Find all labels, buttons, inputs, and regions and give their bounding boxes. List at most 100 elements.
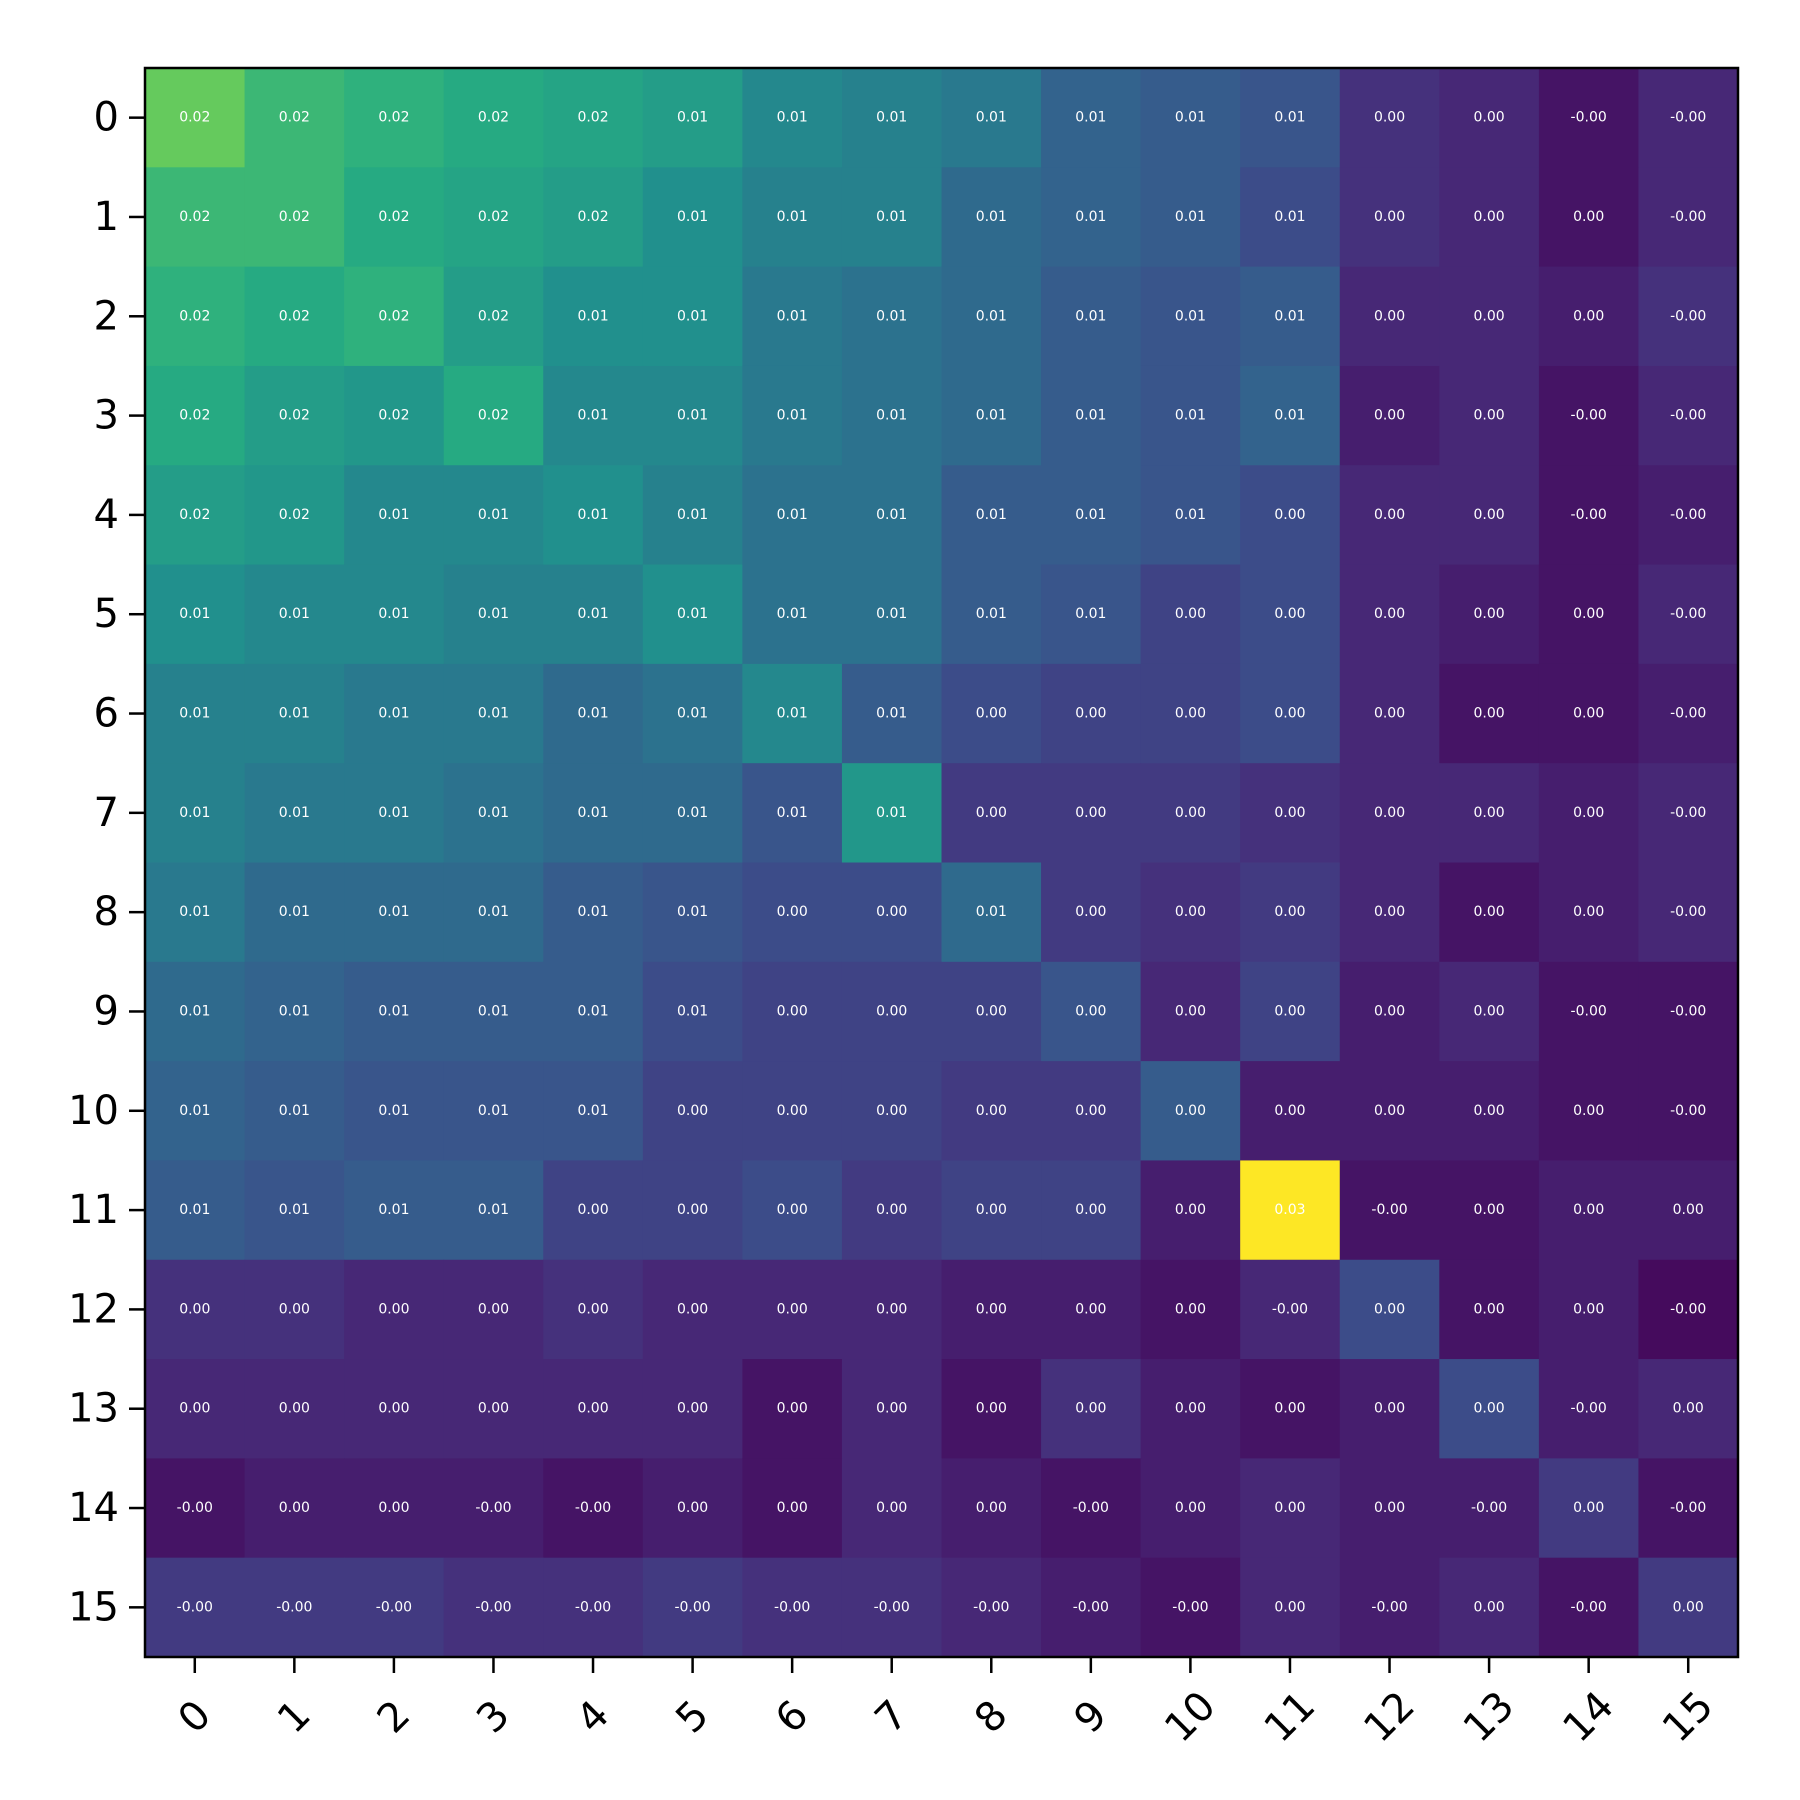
heatmap-cell-r9-c2 [344, 961, 445, 1062]
cell-value-label: 0.01 [1175, 110, 1206, 126]
cell-value-label: 0.00 [1274, 1599, 1305, 1615]
x-tick-label: 5 [667, 1692, 718, 1743]
cell-value-label: 0.00 [1573, 606, 1604, 622]
cell-value-label: 0.00 [976, 1401, 1007, 1417]
x-tick-label: 8 [966, 1692, 1017, 1743]
y-tick-label: 1 [94, 194, 119, 240]
heatmap-cell-r5-c0 [145, 564, 246, 665]
cell-value-label: -0.00 [1272, 1301, 1308, 1317]
cell-value-label: 0.01 [478, 904, 509, 920]
heatmap-cell-r4-c10 [1140, 465, 1241, 566]
heatmap-cell-r9-c10 [1140, 961, 1241, 1062]
cell-value-label: 0.01 [378, 1003, 409, 1019]
cell-value-label: 0.01 [478, 805, 509, 821]
cell-value-label: 0.01 [577, 606, 608, 622]
cell-value-label: 0.00 [976, 1103, 1007, 1119]
cell-value-label: 0.01 [577, 706, 608, 722]
heatmap-cell-r6-c1 [244, 663, 345, 764]
heatmap-cell-r14-c14 [1538, 1458, 1639, 1559]
heatmap-cell-r7-c0 [145, 763, 246, 863]
cell-value-label: -0.00 [674, 1599, 710, 1615]
heatmap-cell-r4-c3 [443, 465, 544, 566]
cell-value-label: 0.01 [777, 606, 808, 622]
heatmap-cell-r2-c2 [344, 266, 445, 367]
heatmap-cell-r10-c10 [1140, 1061, 1241, 1161]
cell-value-label: -0.00 [774, 1599, 810, 1615]
heatmap-cell-r0-c2 [344, 68, 445, 168]
heatmap-cell-r14-c11 [1240, 1458, 1341, 1559]
heatmap-cell-r5-c9 [1041, 564, 1142, 665]
cell-value-label: 0.01 [677, 706, 708, 722]
cell-value-label: 0.00 [1573, 1500, 1604, 1516]
cell-value-label: 0.00 [876, 1301, 907, 1317]
heatmap-cell-r12-c2 [344, 1259, 445, 1360]
cell-value-label: -0.00 [1670, 1500, 1706, 1516]
cell-value-label: 0.00 [1573, 706, 1604, 722]
heatmap-cell-r9-c9 [1041, 961, 1142, 1062]
cell-value-label: 0.01 [179, 1103, 210, 1119]
heatmap-cell-r9-c3 [443, 961, 544, 1062]
heatmap-cell-r1-c11 [1240, 167, 1341, 268]
x-tick-label: 6 [767, 1692, 818, 1743]
cell-value-label: 0.00 [1374, 805, 1405, 821]
heatmap-cell-r12-c15 [1638, 1259, 1739, 1360]
heatmap-cell-r4-c8 [941, 465, 1042, 566]
heatmap-cell-r9-c0 [145, 961, 246, 1062]
heatmap-cell-r0-c12 [1339, 68, 1440, 168]
heatmap-cell-r14-c15 [1638, 1458, 1739, 1559]
cell-value-label: 0.01 [876, 110, 907, 126]
heatmap-cell-r8-c8 [941, 862, 1042, 963]
heatmap-cell-r0-c14 [1538, 68, 1639, 168]
heatmap-cell-r15-c1 [244, 1557, 345, 1658]
heatmap-cell-r6-c4 [543, 663, 644, 764]
heatmap-cell-r15-c11 [1240, 1557, 1341, 1658]
heatmap-cell-r13-c0 [145, 1359, 246, 1459]
heatmap-cell-r10-c6 [742, 1061, 843, 1161]
heatmap-cell-r5-c1 [244, 564, 345, 665]
heatmap-cell-r13-c13 [1439, 1359, 1540, 1459]
cell-value-label: 0.01 [179, 805, 210, 821]
cell-value-label: 0.01 [1175, 408, 1206, 424]
cell-value-label: 0.00 [1175, 1500, 1206, 1516]
cell-value-label: 0.00 [777, 1202, 808, 1218]
cell-value-label: 0.00 [777, 1003, 808, 1019]
heatmap-cell-r5-c6 [742, 564, 843, 665]
cell-value-label: 0.00 [179, 1401, 210, 1417]
heatmap-cell-r3-c7 [841, 365, 942, 466]
heatmap-cell-r3-c14 [1538, 365, 1639, 466]
cell-value-label: 0.02 [179, 408, 210, 424]
cell-value-label: 0.02 [279, 110, 310, 126]
heatmap-cell-r7-c11 [1240, 763, 1341, 863]
cell-value-label: 0.01 [1075, 209, 1106, 225]
cell-value-label: -0.00 [1670, 507, 1706, 523]
cell-value-label: 0.00 [1175, 1003, 1206, 1019]
heatmap-cell-r11-c7 [841, 1160, 942, 1261]
cell-value-label: 0.01 [478, 706, 509, 722]
heatmap-cell-r8-c7 [841, 862, 942, 963]
cell-value-label: -0.00 [1172, 1599, 1208, 1615]
cell-value-label: 0.01 [478, 1003, 509, 1019]
cell-value-label: 0.00 [478, 1401, 509, 1417]
heatmap-cell-r9-c14 [1538, 961, 1639, 1062]
cell-value-label: 0.00 [1474, 606, 1505, 622]
cell-value-label: 0.00 [1175, 805, 1206, 821]
cell-value-label: 0.01 [976, 904, 1007, 920]
cell-value-label: 0.01 [1274, 308, 1305, 324]
cell-value-label: 0.00 [1474, 1202, 1505, 1218]
heatmap-cell-r0-c10 [1140, 68, 1241, 168]
cell-value-label: 0.02 [279, 408, 310, 424]
y-tick-label: 8 [94, 889, 119, 935]
cell-value-label: -0.00 [1670, 308, 1706, 324]
heatmap-cell-r5-c7 [841, 564, 942, 665]
cell-value-label: 0.00 [1673, 1599, 1704, 1615]
cell-value-label: 0.00 [1474, 904, 1505, 920]
heatmap-cell-r4-c9 [1041, 465, 1142, 566]
heatmap-cell-r1-c8 [941, 167, 1042, 268]
cell-value-label: 0.01 [976, 606, 1007, 622]
heatmap-cell-r11-c10 [1140, 1160, 1241, 1261]
heatmap-cell-r2-c11 [1240, 266, 1341, 367]
cell-value-label: -0.00 [1670, 1301, 1706, 1317]
cell-value-label: 0.01 [976, 308, 1007, 324]
heatmap-cell-r4-c0 [145, 465, 246, 566]
cell-value-label: 0.01 [378, 1103, 409, 1119]
